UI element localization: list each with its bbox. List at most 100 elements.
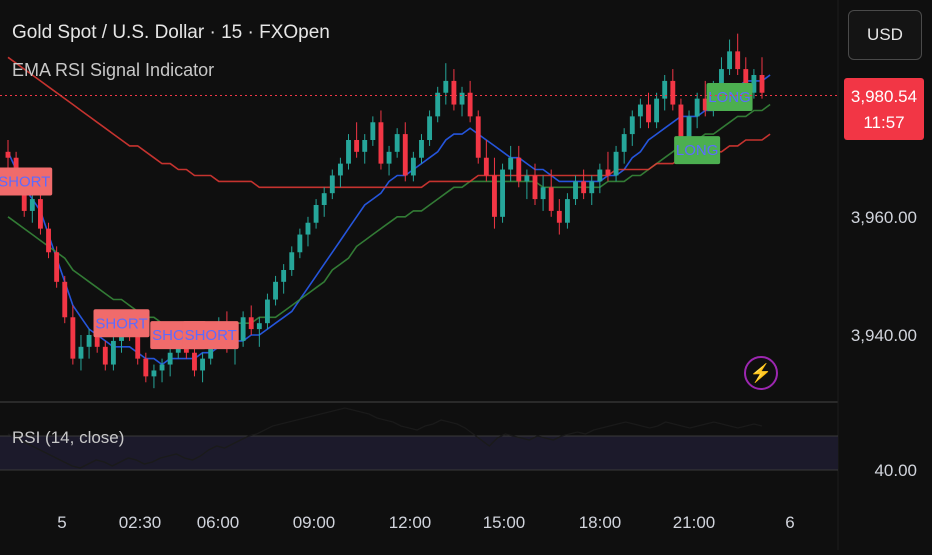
candle-body xyxy=(581,181,587,194)
candle-body xyxy=(735,51,741,70)
candle-body xyxy=(475,116,481,158)
time-tick-label: 15:00 xyxy=(483,513,526,532)
candle-body xyxy=(386,151,392,164)
time-tick-label: 02:30 xyxy=(119,513,162,532)
time-tick-label: 12:00 xyxy=(389,513,432,532)
candle-body xyxy=(265,299,270,324)
candle-body xyxy=(281,270,287,282)
candle-body xyxy=(719,69,724,87)
candle-body xyxy=(256,323,262,330)
rsi-panel[interactable]: 40.00 xyxy=(0,407,917,480)
short-signal-label xyxy=(182,321,239,350)
candle-body xyxy=(5,151,11,158)
candle-body xyxy=(702,98,708,111)
candle-body xyxy=(516,157,522,182)
candle-body xyxy=(37,199,43,229)
time-tick-label: 21:00 xyxy=(673,513,716,532)
candle-body xyxy=(508,157,514,170)
rsi-band xyxy=(0,436,838,470)
candle-body xyxy=(654,98,660,123)
candle-body xyxy=(637,104,643,117)
candle-body xyxy=(167,352,173,365)
signal-text: SHORT xyxy=(185,327,237,344)
candle-body xyxy=(459,92,465,105)
candle-body xyxy=(159,364,165,371)
rsi-label[interactable]: RSI (14, close) xyxy=(12,428,125,447)
currency-button[interactable]: USD xyxy=(848,10,922,60)
candle-body xyxy=(621,134,627,152)
bar-countdown: 11:57 xyxy=(863,113,905,132)
candle-body xyxy=(110,340,116,365)
candle-body xyxy=(289,252,295,270)
indicator-name[interactable]: EMA RSI Signal Indicator xyxy=(12,60,215,80)
candle-body xyxy=(354,140,360,152)
candle-body xyxy=(751,75,757,93)
candle-body xyxy=(686,116,692,140)
candle-body xyxy=(313,205,319,223)
candle-body xyxy=(435,92,441,117)
candle-body xyxy=(135,335,141,359)
candle-body xyxy=(378,122,384,164)
candle-body xyxy=(29,199,35,211)
time-tick-label: 5 xyxy=(57,513,66,532)
price-axis[interactable]: 3,960.00 3,940.00 xyxy=(851,208,917,345)
candle-body xyxy=(727,51,733,70)
lightning-icon[interactable]: ⚡ xyxy=(744,356,778,390)
candle-body xyxy=(670,80,676,105)
candle-body xyxy=(613,151,619,176)
candle-body xyxy=(94,335,100,347)
candle-body xyxy=(78,346,84,359)
candle-body xyxy=(573,181,578,200)
candle-body xyxy=(427,116,433,140)
candle-body xyxy=(410,157,416,176)
candle-body xyxy=(589,181,595,194)
candle-body xyxy=(467,92,473,117)
candle-body xyxy=(370,122,376,140)
rsi-tick-label: 40.00 xyxy=(874,461,917,480)
candle-body xyxy=(321,193,327,205)
candle-body xyxy=(54,252,60,282)
candle-body xyxy=(597,169,603,182)
candle-body xyxy=(143,358,149,377)
candle-body xyxy=(524,175,530,182)
candle-body xyxy=(102,346,108,365)
symbol-title[interactable]: Gold Spot / U.S. Dollar · 15 · FXOpen xyxy=(12,22,330,43)
time-axis[interactable]: 5 02:30 06:00 09:00 12:00 15:00 18:00 21:00 6 xyxy=(57,513,794,532)
price-tick-label: 3,940.00 xyxy=(851,326,917,345)
candle-body xyxy=(346,140,351,164)
candle-body xyxy=(70,317,76,359)
candle-body xyxy=(86,335,92,347)
candle-body xyxy=(662,80,668,99)
candle-body xyxy=(419,140,424,158)
signal-text: SHORT xyxy=(95,315,147,332)
signal-text: LONG xyxy=(676,142,719,159)
candle-body xyxy=(564,199,570,223)
candle-body xyxy=(46,228,51,253)
candle-body xyxy=(443,80,449,93)
last-price-tag: 3,980.54 11:57 xyxy=(844,78,924,140)
candle-body xyxy=(337,163,343,176)
signal-text: LONG xyxy=(708,89,751,106)
candle-body xyxy=(451,80,457,105)
ema-fast-line xyxy=(7,74,771,366)
candle-body xyxy=(151,370,157,377)
candle-body xyxy=(297,234,303,253)
short-signal-label xyxy=(93,309,150,338)
time-tick-label: 09:00 xyxy=(293,513,336,532)
signal-text: SHORT xyxy=(0,173,50,190)
candle-body xyxy=(492,175,497,217)
price-tick-label: 3,960.00 xyxy=(851,208,917,227)
candle-body xyxy=(646,104,651,123)
candle-body xyxy=(305,222,311,235)
candle-body xyxy=(548,187,554,211)
candle-body xyxy=(556,210,562,223)
time-tick-label: 18:00 xyxy=(579,513,622,532)
time-tick-label: 6 xyxy=(785,513,794,532)
candle-body xyxy=(540,187,546,200)
candle-body xyxy=(329,175,335,194)
candle-body xyxy=(605,169,611,176)
candle-body xyxy=(743,69,749,93)
candle-body xyxy=(483,157,489,176)
